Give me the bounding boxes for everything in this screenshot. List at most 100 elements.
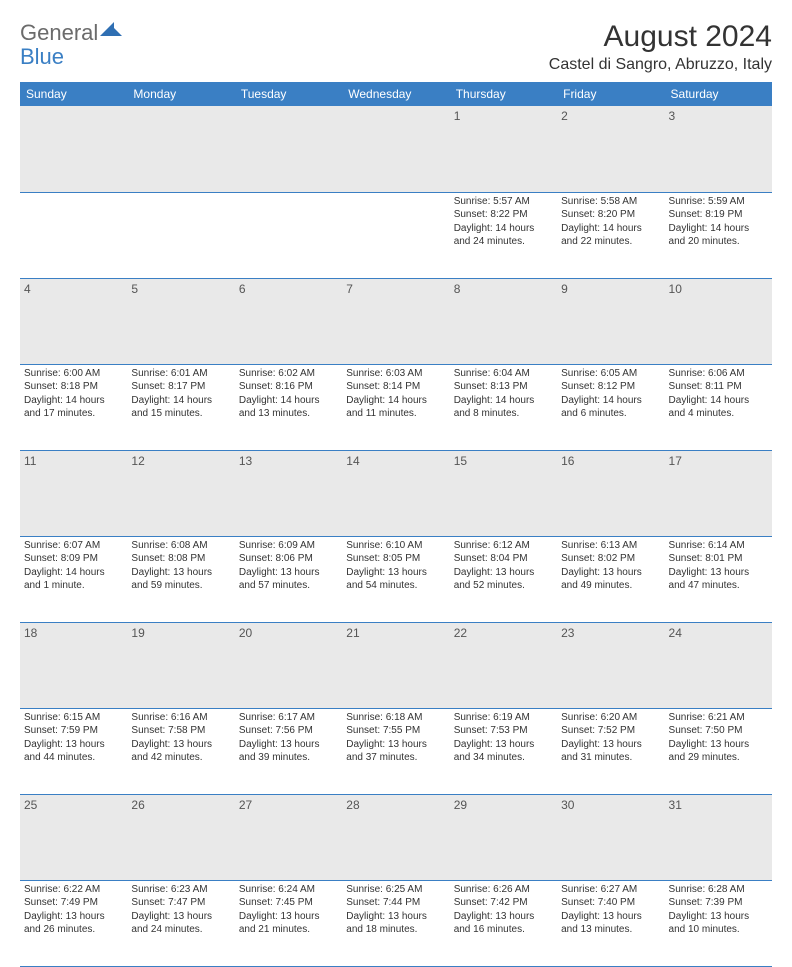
week-row: Sunrise: 6:22 AMSunset: 7:49 PM Daylight:… [20,880,772,966]
sunrise-text: Sunrise: 6:27 AM [561,883,660,897]
sunset-text: Sunset: 7:45 PM [239,896,338,910]
day-number: 28 [346,798,359,812]
daynum-cell [127,106,234,192]
sunrise-text: Sunrise: 6:01 AM [131,367,230,381]
daynum-cell: 12 [127,450,234,536]
daylight-text: Daylight: 13 hours and 52 minutes. [454,566,553,593]
sunset-text: Sunset: 8:02 PM [561,552,660,566]
day-cell: Sunrise: 6:04 AMSunset: 8:13 PMDaylight:… [450,364,557,450]
weekday-saturday: Saturday [665,82,772,106]
day-cell: Sunrise: 6:02 AMSunset: 8:16 PMDaylight:… [235,364,342,450]
sunset-text: Sunset: 7:47 PM [131,896,230,910]
sunset-text: Sunset: 8:05 PM [346,552,445,566]
daynum-cell: 2 [557,106,664,192]
daynum-cell: 25 [20,794,127,880]
daylight-text: Daylight: 14 hours and 20 minutes. [669,222,768,249]
sunrise-text: Sunrise: 6:09 AM [239,539,338,553]
sunset-text: Sunset: 7:44 PM [346,896,445,910]
daynum-cell: 30 [557,794,664,880]
daynum-cell: 31 [665,794,772,880]
daynum-row: 11121314151617 [20,450,772,536]
weekday-friday: Friday [557,82,664,106]
day-cell: Sunrise: 6:15 AMSunset: 7:59 PMDaylight:… [20,708,127,794]
sunrise-text: Sunrise: 6:02 AM [239,367,338,381]
day-number: 15 [454,454,467,468]
sunset-text: Sunset: 7:49 PM [24,896,123,910]
calendar-body: 123Sunrise: 5:57 AMSunset: 8:22 PMDaylig… [20,106,772,966]
sunset-text: Sunset: 8:01 PM [669,552,768,566]
daylight-text: Daylight: 14 hours and 22 minutes. [561,222,660,249]
day-cell: Sunrise: 6:28 AMSunset: 7:39 PMDaylight:… [665,880,772,966]
day-number: 17 [669,454,682,468]
day-cell: Sunrise: 6:00 AMSunset: 8:18 PMDaylight:… [20,364,127,450]
sunrise-text: Sunrise: 6:18 AM [346,711,445,725]
daylight-text: Daylight: 13 hours and 16 minutes. [454,910,553,937]
day-cell: Sunrise: 6:06 AMSunset: 8:11 PMDaylight:… [665,364,772,450]
daynum-row: 45678910 [20,278,772,364]
daynum-cell: 17 [665,450,772,536]
day-number: 20 [239,626,252,640]
daylight-text: Daylight: 14 hours and 6 minutes. [561,394,660,421]
weekday-sunday: Sunday [20,82,127,106]
day-number: 25 [24,798,37,812]
sunset-text: Sunset: 8:22 PM [454,208,553,222]
logo: General [20,20,122,46]
daylight-text: Daylight: 13 hours and 54 minutes. [346,566,445,593]
day-cell: Sunrise: 6:23 AMSunset: 7:47 PMDaylight:… [127,880,234,966]
weekday-wednesday: Wednesday [342,82,449,106]
day-number: 5 [131,282,138,296]
sunrise-text: Sunrise: 6:26 AM [454,883,553,897]
day-cell: Sunrise: 6:01 AMSunset: 8:17 PMDaylight:… [127,364,234,450]
weekday-thursday: Thursday [450,82,557,106]
sunrise-text: Sunrise: 6:22 AM [24,883,123,897]
sunset-text: Sunset: 8:13 PM [454,380,553,394]
sunrise-text: Sunrise: 6:15 AM [24,711,123,725]
sunset-text: Sunset: 7:42 PM [454,896,553,910]
daynum-cell: 6 [235,278,342,364]
sunset-text: Sunset: 7:56 PM [239,724,338,738]
sunrise-text: Sunrise: 6:14 AM [669,539,768,553]
day-number: 10 [669,282,682,296]
day-number: 16 [561,454,574,468]
sunrise-text: Sunrise: 5:59 AM [669,195,768,209]
day-number: 18 [24,626,37,640]
header: General August 2024 Castel di Sangro, Ab… [20,20,772,74]
day-cell: Sunrise: 6:08 AMSunset: 8:08 PMDaylight:… [127,536,234,622]
sunrise-text: Sunrise: 6:16 AM [131,711,230,725]
daynum-cell [20,106,127,192]
day-cell [127,192,234,278]
sunrise-text: Sunrise: 6:00 AM [24,367,123,381]
daylight-text: Daylight: 13 hours and 49 minutes. [561,566,660,593]
day-cell: Sunrise: 6:03 AMSunset: 8:14 PMDaylight:… [342,364,449,450]
sunrise-text: Sunrise: 6:20 AM [561,711,660,725]
sunrise-text: Sunrise: 6:23 AM [131,883,230,897]
day-cell: Sunrise: 6:21 AMSunset: 7:50 PMDaylight:… [665,708,772,794]
daylight-text: Daylight: 13 hours and 24 minutes. [131,910,230,937]
daynum-cell: 3 [665,106,772,192]
sunrise-text: Sunrise: 6:03 AM [346,367,445,381]
day-cell: Sunrise: 5:58 AMSunset: 8:20 PMDaylight:… [557,192,664,278]
daylight-text: Daylight: 13 hours and 34 minutes. [454,738,553,765]
day-number: 13 [239,454,252,468]
sunrise-text: Sunrise: 6:05 AM [561,367,660,381]
daynum-cell: 19 [127,622,234,708]
daylight-text: Daylight: 14 hours and 17 minutes. [24,394,123,421]
sunrise-text: Sunrise: 6:12 AM [454,539,553,553]
sunset-text: Sunset: 8:20 PM [561,208,660,222]
sunrise-text: Sunrise: 6:17 AM [239,711,338,725]
day-number: 6 [239,282,246,296]
daynum-cell: 20 [235,622,342,708]
day-number: 2 [561,109,568,123]
sunset-text: Sunset: 7:58 PM [131,724,230,738]
sunrise-text: Sunrise: 6:28 AM [669,883,768,897]
day-cell: Sunrise: 6:12 AMSunset: 8:04 PMDaylight:… [450,536,557,622]
sunset-text: Sunset: 8:18 PM [24,380,123,394]
daynum-cell: 9 [557,278,664,364]
daylight-text: Daylight: 13 hours and 47 minutes. [669,566,768,593]
sunset-text: Sunset: 8:12 PM [561,380,660,394]
logo-text-blue: Blue [20,44,64,69]
logo-text-blue-wrap: Blue [20,44,64,70]
day-cell: Sunrise: 6:09 AMSunset: 8:06 PMDaylight:… [235,536,342,622]
day-number: 24 [669,626,682,640]
day-number: 31 [669,798,682,812]
